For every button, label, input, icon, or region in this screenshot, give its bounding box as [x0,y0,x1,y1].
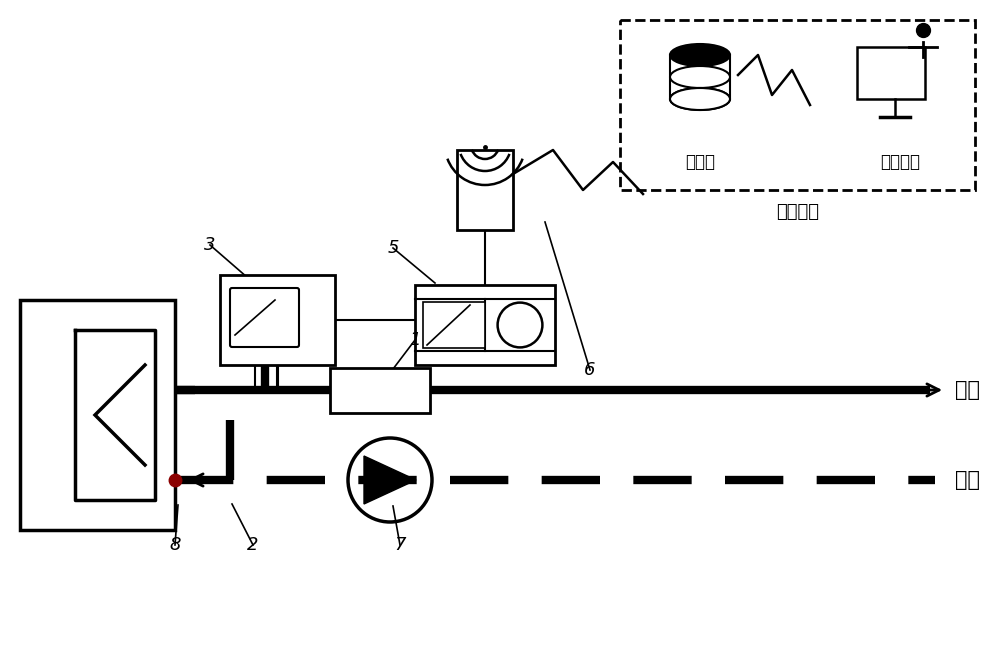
Bar [330,368,430,413]
Polygon shape [364,456,416,504]
Text: 8: 8 [169,536,181,554]
Text: 7: 7 [394,536,406,554]
Text: 监控平台: 监控平台 [776,203,819,221]
Text: 1: 1 [409,331,421,349]
Bar [423,303,485,348]
Bar [220,275,335,365]
Bar [857,47,925,99]
Text: 供水: 供水 [955,380,980,400]
Bar [620,20,975,190]
Ellipse shape [670,88,730,110]
Text: 5: 5 [387,239,399,257]
Text: 显示终端: 显示终端 [880,153,920,171]
Bar [415,285,555,365]
Bar [20,300,175,530]
Text: 回水: 回水 [955,470,980,490]
Ellipse shape [670,44,730,66]
Text: 6: 6 [584,361,596,379]
Text: 2: 2 [247,536,259,554]
Text: 服务器: 服务器 [685,153,715,171]
Ellipse shape [670,66,730,88]
Text: 3: 3 [204,236,216,254]
Ellipse shape [670,88,730,110]
FancyBboxPatch shape [230,288,299,347]
Bar [457,150,513,230]
